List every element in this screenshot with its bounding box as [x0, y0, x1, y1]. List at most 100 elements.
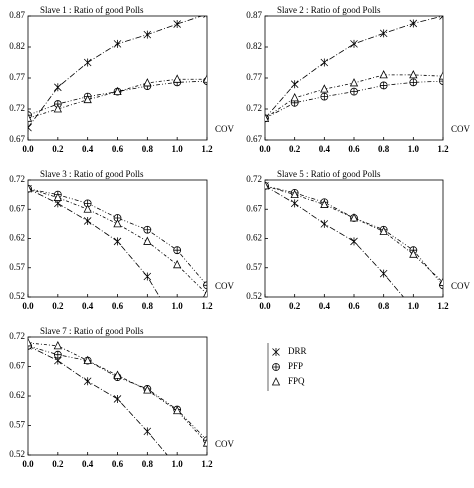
y-tick-label: 0.72 [246, 103, 262, 113]
drr-marker [409, 19, 418, 28]
plot-area [265, 180, 443, 297]
fpq-marker [379, 70, 388, 79]
fpq-marker [265, 180, 270, 190]
pfp-marker [320, 92, 329, 101]
x-tick-label: 0.2 [52, 459, 64, 469]
pfp-marker [272, 363, 280, 371]
x-tick-label: 0.8 [142, 459, 154, 469]
y-tick-label: 0.67 [9, 361, 25, 371]
fpq-marker [202, 74, 207, 83]
x-tick-label: 0.0 [22, 144, 34, 154]
x-tick-label: 0.2 [52, 301, 64, 311]
fpq-marker [173, 405, 182, 415]
fpq-marker [28, 338, 33, 347]
y-tick-label: 0.52 [246, 291, 262, 301]
x-axis-label: COV [215, 439, 235, 449]
drr-marker [350, 237, 358, 246]
drr-marker [272, 348, 280, 356]
series-line [28, 345, 168, 455]
y-tick-label: 0.67 [9, 134, 25, 144]
y-tick-label: 0.82 [9, 41, 25, 51]
x-axis-label: COV [215, 281, 235, 291]
y-tick-label: 0.72 [246, 174, 262, 184]
pfp-marker [379, 81, 388, 90]
x-tick-label: 0.6 [348, 144, 360, 154]
fpq-marker [290, 189, 299, 199]
fpq-marker [113, 86, 122, 96]
x-tick-label: 0.2 [52, 144, 64, 154]
y-tick-label: 0.57 [9, 420, 25, 430]
y-tick-label: 0.62 [246, 233, 262, 243]
drr-marker [174, 322, 181, 330]
y-tick-label: 0.67 [9, 203, 25, 213]
fpq-marker [438, 71, 443, 80]
fpq-marker [173, 259, 182, 269]
plot-area [28, 183, 207, 330]
x-tick-label: 0.6 [112, 301, 124, 311]
plot-area [265, 16, 443, 123]
pfp-marker [350, 87, 358, 96]
fpq-marker [203, 289, 207, 297]
drr-marker [290, 80, 299, 89]
panel-title: Slave 7 : Ratio of good Polls [40, 326, 144, 336]
x-tick-label: 0.0 [259, 301, 271, 311]
drr-marker [113, 39, 122, 48]
fpq-marker [409, 70, 418, 79]
legend-label: FPQ [288, 376, 305, 386]
fpq-marker [83, 204, 92, 213]
drr-marker [290, 199, 299, 208]
fpq-marker [113, 370, 122, 379]
y-tick-label: 0.62 [9, 233, 25, 243]
panel-title: Slave 5 : Ratio of good Polls [277, 169, 381, 179]
drr-marker [320, 58, 329, 67]
pfp-marker [53, 350, 62, 359]
drr-marker [320, 219, 329, 228]
drr-marker [54, 83, 62, 92]
series-line [265, 185, 404, 297]
y-tick-label: 0.72 [9, 331, 25, 341]
pfp-marker [143, 225, 152, 234]
fpq-marker [265, 113, 270, 122]
x-tick-label: 0.6 [348, 301, 360, 311]
x-tick-label: 1.2 [437, 301, 449, 311]
fpq-marker [202, 438, 207, 447]
fpq-marker [320, 84, 329, 93]
x-tick-label: 0.0 [259, 144, 271, 154]
fpq-marker [143, 78, 152, 87]
x-tick-label: 1.2 [201, 459, 213, 469]
fpq-marker [83, 94, 92, 104]
y-tick-label: 0.52 [9, 449, 25, 459]
fpq-marker [53, 192, 62, 201]
y-tick-label: 0.87 [246, 10, 262, 20]
y-tick-label: 0.72 [9, 103, 25, 113]
pfp-marker [173, 246, 182, 255]
y-tick-label: 0.52 [9, 291, 25, 301]
drr-marker [28, 123, 32, 132]
fpq-marker [409, 249, 418, 258]
drr-marker [143, 427, 152, 436]
fpq-marker [349, 78, 359, 87]
fpq-marker [28, 113, 33, 122]
y-tick-label: 0.67 [246, 203, 262, 213]
fpq-marker [83, 355, 92, 364]
y-tick-label: 0.87 [9, 10, 25, 20]
x-tick-label: 0.0 [22, 301, 34, 311]
x-tick-label: 0.4 [82, 301, 94, 311]
y-tick-label: 0.67 [246, 134, 262, 144]
x-tick-label: 1.0 [172, 301, 184, 311]
fpq-marker [28, 183, 33, 193]
legend-label: DRR [288, 346, 307, 356]
x-tick-label: 0.8 [378, 144, 390, 154]
x-tick-label: 1.0 [408, 301, 420, 311]
x-tick-label: 0.4 [319, 144, 331, 154]
x-axis-label: COV [215, 124, 235, 134]
fpq-marker [290, 92, 299, 102]
x-tick-label: 1.0 [172, 459, 184, 469]
plot-frame [27, 15, 208, 141]
fpq-marker [143, 385, 152, 394]
x-tick-label: 0.4 [82, 144, 94, 154]
x-tick-label: 1.0 [172, 144, 184, 154]
fpq-marker [320, 199, 329, 208]
series-line [28, 345, 207, 441]
x-tick-label: 0.6 [112, 459, 124, 469]
